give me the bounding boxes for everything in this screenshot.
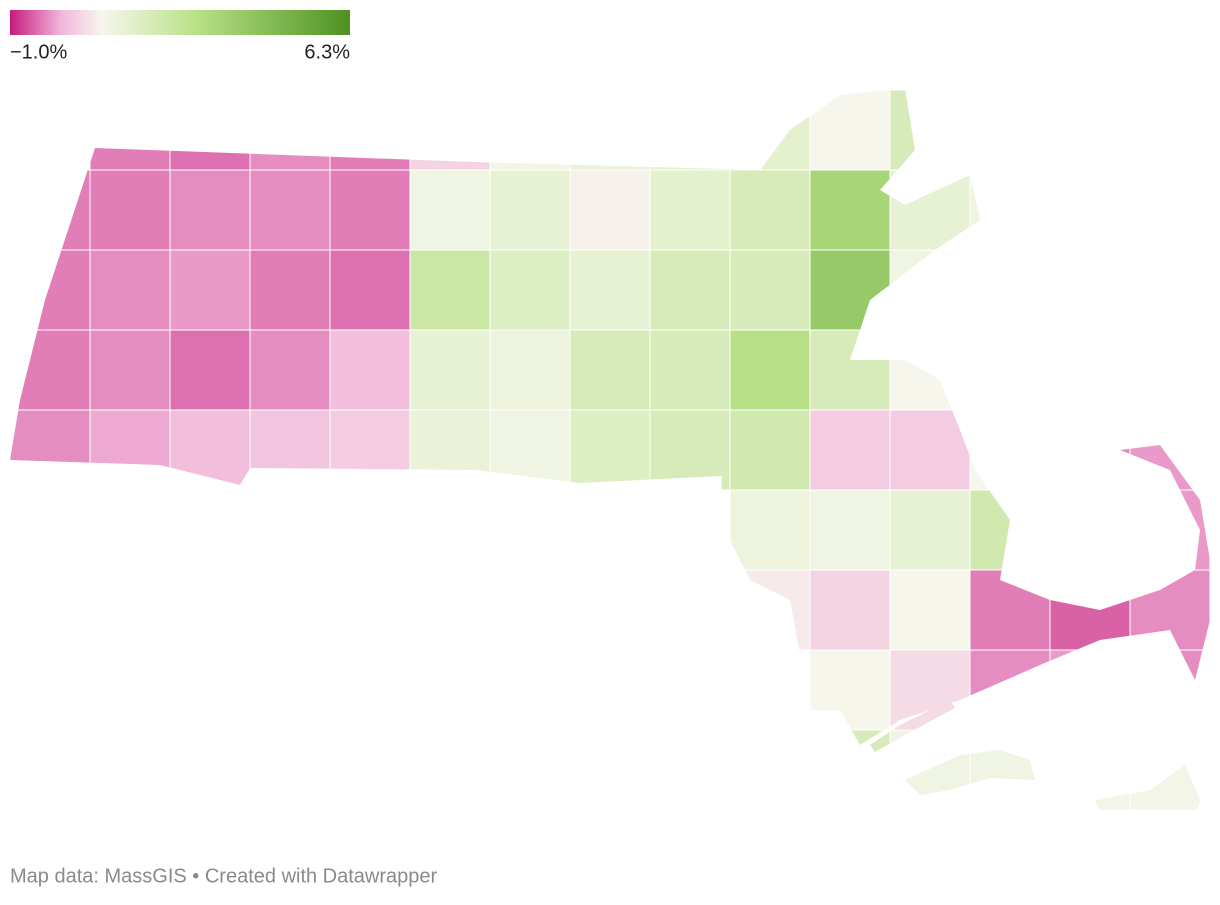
map-regions	[10, 89, 1210, 811]
map-region	[489, 329, 571, 411]
map-region	[1049, 569, 1131, 651]
map-region	[1129, 649, 1210, 731]
map-region	[889, 649, 971, 731]
map-region	[10, 249, 91, 331]
map-region	[329, 409, 411, 491]
map-region	[889, 409, 971, 491]
legend-max-label: 6.3%	[304, 41, 350, 63]
map-region	[729, 169, 811, 251]
map-region	[969, 409, 1051, 491]
map-region	[249, 169, 331, 251]
map-region	[10, 169, 91, 251]
map-region	[249, 249, 331, 331]
map-region	[729, 489, 811, 571]
map-region	[969, 489, 1051, 571]
map-region	[569, 169, 651, 251]
map-region	[89, 249, 171, 331]
map-region	[809, 169, 891, 251]
map-region	[409, 409, 491, 491]
legend-min-label: −1.0%	[10, 41, 67, 63]
map-region	[1129, 729, 1210, 811]
map-region	[809, 409, 891, 491]
map-region	[649, 169, 731, 251]
map-region	[489, 89, 571, 171]
map-region	[649, 409, 731, 491]
map-region	[10, 409, 91, 491]
map-region	[169, 249, 251, 331]
map-region	[1129, 489, 1210, 571]
map-region	[889, 569, 971, 651]
map-region	[569, 89, 651, 171]
map-region	[249, 329, 331, 411]
map-region	[1049, 649, 1131, 731]
map-region	[969, 569, 1051, 651]
map-region	[889, 489, 971, 571]
footer: Map data: MassGIS • Created with Datawra…	[10, 865, 438, 887]
map-region	[329, 169, 411, 251]
map-region	[969, 729, 1051, 811]
map-region	[1129, 569, 1210, 651]
map-region	[1129, 409, 1210, 491]
map-region	[489, 409, 571, 491]
map-region	[889, 249, 971, 331]
map-region	[89, 329, 171, 411]
map-region	[569, 249, 651, 331]
map-region	[329, 249, 411, 331]
map-region	[89, 89, 171, 171]
map-region	[169, 329, 251, 411]
map-region	[729, 249, 811, 331]
map-region	[249, 409, 331, 491]
map-region	[809, 329, 891, 411]
map-region	[729, 569, 811, 651]
map-region	[409, 329, 491, 411]
map-region	[729, 409, 811, 491]
map-region	[969, 169, 1051, 251]
map-region	[409, 89, 491, 171]
map-region	[809, 489, 891, 571]
map-region	[169, 169, 251, 251]
map-region	[249, 89, 331, 171]
map-region	[489, 169, 571, 251]
map-region	[89, 169, 171, 251]
map-region	[809, 649, 891, 731]
map-region	[409, 169, 491, 251]
map-region	[889, 329, 971, 411]
map-region	[10, 329, 91, 411]
map-region	[89, 409, 171, 491]
map-region	[569, 329, 651, 411]
map-region	[889, 729, 971, 811]
map-region	[729, 329, 811, 411]
map-region	[649, 329, 731, 411]
map-region	[729, 89, 811, 171]
map-region	[889, 169, 971, 251]
map-region	[649, 249, 731, 331]
legend-gradient	[10, 10, 350, 35]
map-region	[409, 249, 491, 331]
map-region	[329, 89, 411, 171]
map-region	[569, 409, 651, 491]
map-region	[809, 569, 891, 651]
map-region	[169, 409, 251, 491]
map-region	[489, 249, 571, 331]
map-region	[1049, 729, 1131, 811]
map-region	[329, 329, 411, 411]
map-region	[169, 89, 251, 171]
map-region	[969, 649, 1051, 731]
map-region	[809, 89, 891, 171]
map-region	[1049, 409, 1131, 491]
map-region	[809, 249, 891, 331]
map-region	[809, 729, 891, 811]
map-region	[889, 89, 971, 171]
map-region	[649, 89, 731, 171]
